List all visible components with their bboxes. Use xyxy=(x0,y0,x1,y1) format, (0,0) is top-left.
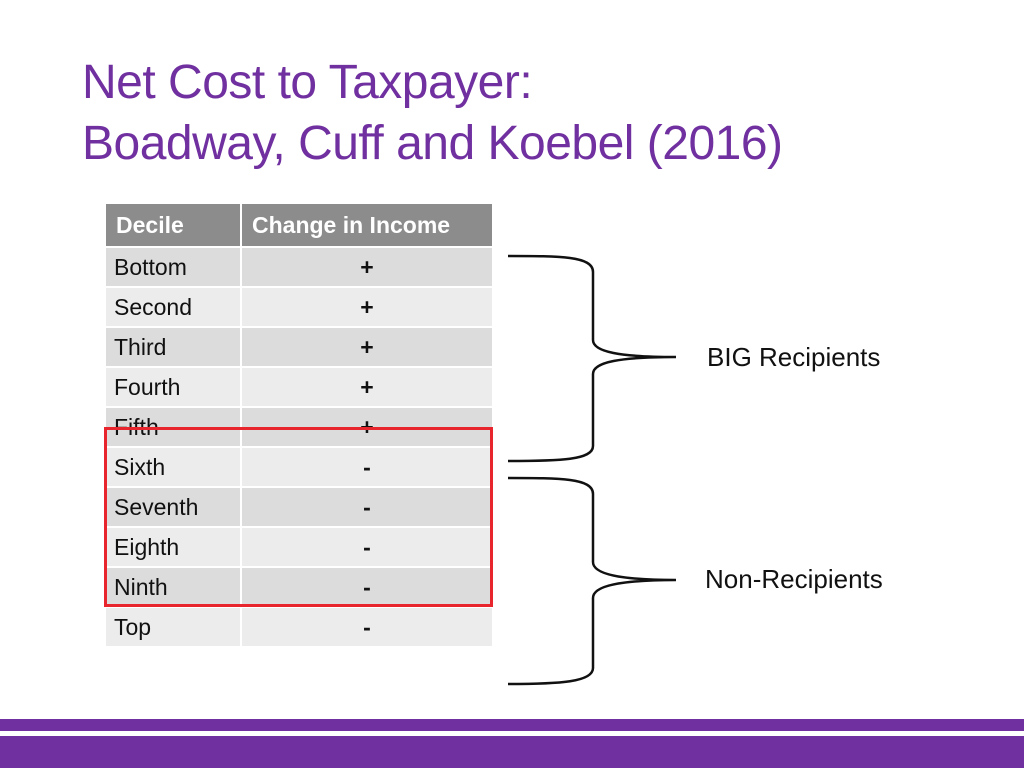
change-cell: - xyxy=(240,526,494,568)
decile-cell: Second xyxy=(104,286,242,328)
decile-cell: Bottom xyxy=(104,246,242,288)
decile-cell: Sixth xyxy=(104,446,242,488)
decile-cell: Ninth xyxy=(104,566,242,608)
title-line-1: Net Cost to Taxpayer: xyxy=(82,56,533,109)
table-row: Ninth - xyxy=(104,566,494,608)
change-cell: - xyxy=(240,606,494,648)
decile-cell: Seventh xyxy=(104,486,242,528)
change-cell: + xyxy=(240,286,494,328)
table-row: Sixth - xyxy=(104,446,494,488)
change-cell: - xyxy=(240,486,494,528)
table-row: Top - xyxy=(104,606,494,648)
table-row: Bottom + xyxy=(104,246,494,288)
decile-cell: Third xyxy=(104,326,242,368)
decile-cell: Top xyxy=(104,606,242,648)
title-line-2: Boadway, Cuff and Koebel (2016) xyxy=(82,117,783,170)
big-recipients-label: BIG Recipients xyxy=(707,342,881,372)
table-row: Eighth - xyxy=(104,526,494,568)
footer-accent-bar xyxy=(0,719,1024,731)
change-cell: + xyxy=(240,366,494,408)
decile-cell: Fourth xyxy=(104,366,242,408)
brace-big-recipients xyxy=(507,254,677,463)
change-cell: + xyxy=(240,246,494,288)
table-row: Third + xyxy=(104,326,494,368)
header-change-in-income: Change in Income xyxy=(240,202,494,248)
table-header-row: Decile Change in Income xyxy=(104,202,494,248)
brace-non-recipients xyxy=(507,476,677,686)
change-cell: - xyxy=(240,446,494,488)
change-cell: + xyxy=(240,326,494,368)
highlight-box xyxy=(104,427,493,607)
slide-title: Net Cost to Taxpayer: Boadway, Cuff and … xyxy=(82,52,783,174)
table-row: Second + xyxy=(104,286,494,328)
non-recipients-label: Non-Recipients xyxy=(705,564,883,594)
table-row: Fourth + xyxy=(104,366,494,408)
table-row: Seventh - xyxy=(104,486,494,528)
decile-cell: Eighth xyxy=(104,526,242,568)
header-decile: Decile xyxy=(104,202,242,248)
footer-bar xyxy=(0,736,1024,768)
